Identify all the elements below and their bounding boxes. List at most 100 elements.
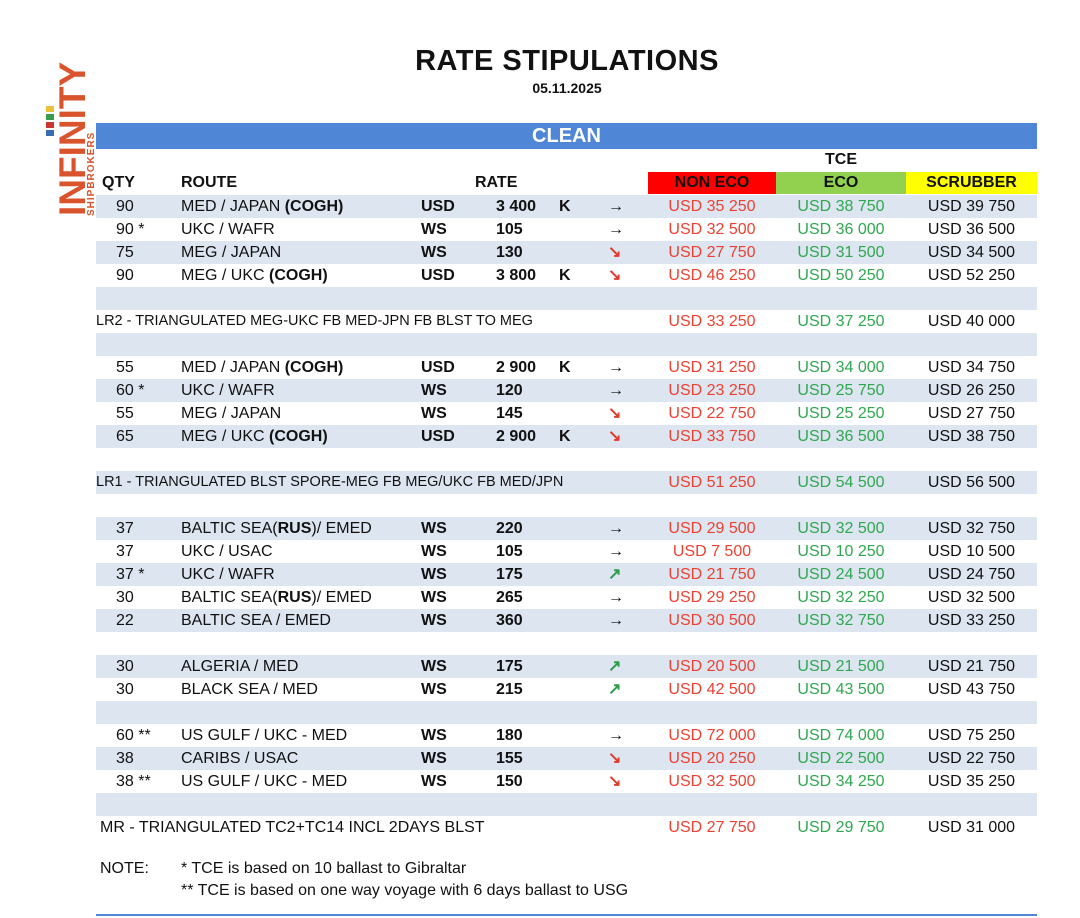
tce-eco: USD 54 500: [797, 474, 885, 491]
note-line-1: * TCE is based on 10 ballast to Gibralta…: [181, 860, 467, 877]
tce-eco: USD 10 250: [797, 543, 885, 560]
table-row: 90 MED / JAPAN (COGH) USD 3 400 K → USD 35 250…: [96, 195, 1037, 218]
rate-cell: 105: [496, 221, 523, 238]
header-scrubber: SCRUBBER: [906, 172, 1037, 194]
tce-scrubber: USD 40 000: [927, 313, 1016, 330]
currency-cell: WS: [421, 382, 447, 399]
header-eco: ECO: [776, 172, 906, 194]
qty-cell: 90 *: [116, 221, 145, 238]
qty-cell: 37: [116, 520, 134, 537]
route-text: MEG / JAPAN: [181, 244, 282, 261]
arrow-down-right-icon: ↘: [608, 244, 622, 261]
tce-scrubber: USD 31 000: [927, 819, 1016, 836]
route-text: MED / JAPAN: [181, 359, 285, 376]
arrow-right-icon: →: [608, 221, 624, 238]
route-cell: US GULF / UKC - MED: [181, 724, 347, 747]
route-cell: ALGERIA / MED: [181, 655, 298, 678]
arrow-up-right-icon: ↗: [608, 658, 622, 675]
tce-non-eco: USD 51 250: [668, 474, 756, 491]
tce-eco: USD 43 500: [797, 681, 885, 698]
rate-cell: 2 900: [496, 428, 537, 445]
tce-non-eco: USD 20 500: [668, 658, 756, 675]
table-row: 60 ** US GULF / UKC - MED WS 180 → USD 72 000…: [96, 724, 1037, 747]
route-bold-text: (COGH): [269, 267, 328, 284]
qty-cell: 55: [116, 405, 134, 422]
route-text: UKC / WAFR: [181, 221, 275, 238]
currency-cell: WS: [421, 520, 447, 537]
logo-color-dots: [46, 106, 56, 138]
qty-cell: 38: [116, 750, 134, 767]
arrow-up-right-icon: ↗: [608, 566, 622, 583]
currency-cell: USD: [421, 428, 455, 445]
currency-cell: WS: [421, 658, 447, 675]
tce-eco: USD 50 250: [797, 267, 885, 284]
rate-cell: 2 900: [496, 359, 537, 376]
section-bar-clean: CLEAN: [96, 123, 1037, 149]
currency-cell: WS: [421, 221, 447, 238]
tce-non-eco: USD 29 250: [668, 589, 756, 606]
tce-eco: USD 29 750: [797, 819, 885, 836]
tce-eco: USD 21 500: [797, 658, 885, 675]
header-tce: TCE: [825, 151, 857, 168]
triangulated-route-label: LR1 - TRIANGULATED BLST SPORE-MEG FB MEG…: [96, 474, 564, 490]
company-logo: INFINITY SHIPBROKERS: [42, 62, 98, 226]
currency-cell: WS: [421, 543, 447, 560]
table-row: 37 BALTIC SEA(RUS)/ EMED WS 220 → USD 29 500 U…: [96, 517, 1037, 540]
tce-eco: USD 37 250: [797, 313, 885, 330]
tce-eco: USD 31 500: [797, 244, 885, 261]
tce-non-eco: USD 7 500: [672, 543, 752, 560]
arrow-right-icon: →: [608, 543, 624, 560]
tce-eco: USD 24 500: [797, 566, 885, 583]
currency-cell: WS: [421, 405, 447, 422]
tce-non-eco: USD 33 250: [668, 313, 756, 330]
qty-cell: 75: [116, 244, 134, 261]
qty-cell: 30: [116, 658, 134, 675]
arrow-down-right-icon: ↘: [608, 405, 622, 422]
route-suffix-text: )/ EMED: [311, 589, 372, 606]
tce-scrubber: USD 35 250: [927, 773, 1016, 790]
qty-cell: 55: [116, 359, 134, 376]
tce-non-eco: USD 32 500: [668, 773, 756, 790]
bottom-divider: [96, 914, 1037, 916]
table-row: 37 UKC / USAC WS 105 → USD 7 500 USD 10 250 USD…: [96, 540, 1037, 563]
currency-cell: WS: [421, 589, 447, 606]
arrow-down-right-icon: ↘: [608, 773, 622, 790]
currency-cell: WS: [421, 750, 447, 767]
qty-cell: 60 *: [116, 382, 145, 399]
tce-scrubber: USD 21 750: [927, 658, 1016, 675]
tce-scrubber: USD 34 750: [927, 359, 1016, 376]
route-text: US GULF / UKC - MED: [181, 773, 348, 790]
arrow-right-icon: →: [608, 520, 624, 537]
tce-scrubber: USD 24 750: [927, 566, 1016, 583]
table-row: 38 CARIBS / USAC WS 155 ↘ USD 20 250 USD 22 50…: [96, 747, 1037, 770]
arrow-right-icon: →: [608, 612, 624, 629]
tce-non-eco: USD 32 500: [668, 221, 756, 238]
currency-cell: WS: [421, 681, 447, 698]
arrow-down-right-icon: ↘: [608, 750, 622, 767]
triangulated-row: LR2 - TRIANGULATED MEG-UKC FB MED-JPN FB…: [96, 310, 1037, 333]
route-cell: CARIBS / USAC: [181, 747, 298, 770]
rate-cell: 120: [496, 382, 523, 399]
tce-eco: USD 25 250: [797, 405, 885, 422]
qty-cell: 37: [116, 543, 134, 560]
route-text: BLACK SEA / MED: [181, 681, 318, 698]
tce-non-eco: USD 33 750: [668, 428, 756, 445]
route-cell: UKC / WAFR: [181, 563, 275, 586]
tce-scrubber: USD 56 500: [927, 474, 1016, 491]
tce-non-eco: USD 27 750: [668, 244, 756, 261]
route-text: MEG / UKC: [181, 267, 270, 284]
tce-eco: USD 25 750: [797, 382, 885, 399]
table-row: 37 * UKC / WAFR WS 175 ↗ USD 21 750 USD 24 500…: [96, 563, 1037, 586]
tce-scrubber: USD 36 500: [927, 221, 1016, 238]
tce-non-eco: USD 29 500: [668, 520, 756, 537]
tce-eco: USD 34 250: [797, 773, 885, 790]
tce-non-eco: USD 21 750: [668, 566, 756, 583]
rate-cell: 180: [496, 727, 523, 744]
currency-cell: USD: [421, 267, 455, 284]
route-cell: US GULF / UKC - MED: [181, 770, 347, 793]
arrow-right-icon: →: [608, 589, 624, 606]
route-text: CARIBS / USAC: [181, 750, 299, 767]
route-text: BALTIC SEA(: [181, 520, 278, 537]
spacer-row: [96, 448, 1037, 471]
table-row: 38 ** US GULF / UKC - MED WS 150 ↘ USD 32 500…: [96, 770, 1037, 793]
